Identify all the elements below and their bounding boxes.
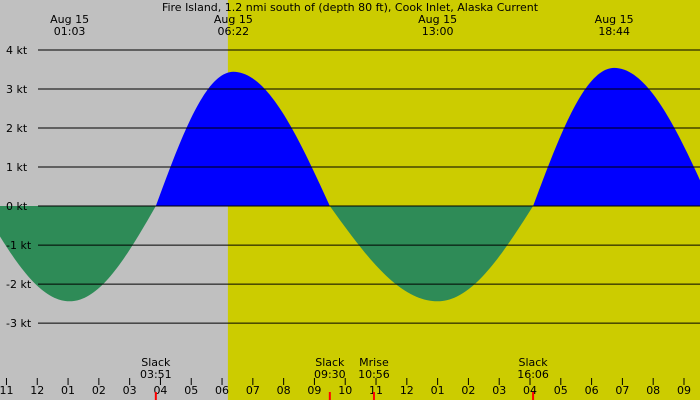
x-tick-label: 05 <box>184 384 198 397</box>
ebb-lobe <box>329 206 534 302</box>
event-time: 09:30 <box>314 368 346 381</box>
event-time: 10:56 <box>358 368 390 381</box>
x-tick-label: 07 <box>246 384 260 397</box>
extreme-date: Aug 15 <box>214 13 253 26</box>
x-tick-label: 02 <box>92 384 106 397</box>
x-tick-label: 08 <box>277 384 291 397</box>
x-tick-label: 07 <box>615 384 629 397</box>
extreme-date: Aug 15 <box>418 13 457 26</box>
x-tick-label: 01 <box>431 384 445 397</box>
y-tick-label: 1 kt <box>6 161 28 174</box>
x-tick-label: 01 <box>61 384 75 397</box>
extreme-time: 06:22 <box>217 25 249 38</box>
y-tick-label: -1 kt <box>6 239 32 252</box>
extreme-time: 01:03 <box>54 25 86 38</box>
extreme-date: Aug 15 <box>50 13 89 26</box>
y-tick-label: 2 kt <box>6 122 28 135</box>
event-label: Slack <box>141 356 171 369</box>
x-tick-label: 04 <box>523 384 537 397</box>
x-tick-label: 10 <box>338 384 352 397</box>
extreme-time: 13:00 <box>422 25 454 38</box>
y-tick-label: 3 kt <box>6 83 28 96</box>
y-tick-label: 0 kt <box>6 200 28 213</box>
chart-title: Fire Island, 1.2 nmi south of (depth 80 … <box>162 1 539 14</box>
x-tick-label: 06 <box>585 384 599 397</box>
x-tick-label: 11 <box>0 384 13 397</box>
x-tick-label: 05 <box>554 384 568 397</box>
x-tick-label: 12 <box>30 384 44 397</box>
x-tick-label: 08 <box>646 384 660 397</box>
x-tick-label: 09 <box>677 384 691 397</box>
y-tick-label: 4 kt <box>6 44 28 57</box>
event-time: 16:06 <box>517 368 549 381</box>
extreme-date: Aug 15 <box>595 13 634 26</box>
flood-lobe <box>533 67 700 207</box>
x-tick-label: 04 <box>153 384 167 397</box>
x-tick-label: 12 <box>400 384 414 397</box>
extreme-time: 18:44 <box>598 25 630 38</box>
x-tick-label: 11 <box>369 384 383 397</box>
flood-lobe <box>155 71 330 207</box>
event-time: 03:51 <box>140 368 172 381</box>
event-label: Mrise <box>359 356 389 369</box>
x-tick-label: 02 <box>461 384 475 397</box>
y-tick-label: -3 kt <box>6 317 32 330</box>
x-tick-label: 06 <box>215 384 229 397</box>
event-label: Slack <box>518 356 548 369</box>
ebb-lobe <box>0 206 156 302</box>
event-label: Slack <box>315 356 345 369</box>
x-tick-label: 09 <box>307 384 321 397</box>
y-tick-label: -2 kt <box>6 278 32 291</box>
x-tick-label: 03 <box>123 384 137 397</box>
x-tick-label: 03 <box>492 384 506 397</box>
